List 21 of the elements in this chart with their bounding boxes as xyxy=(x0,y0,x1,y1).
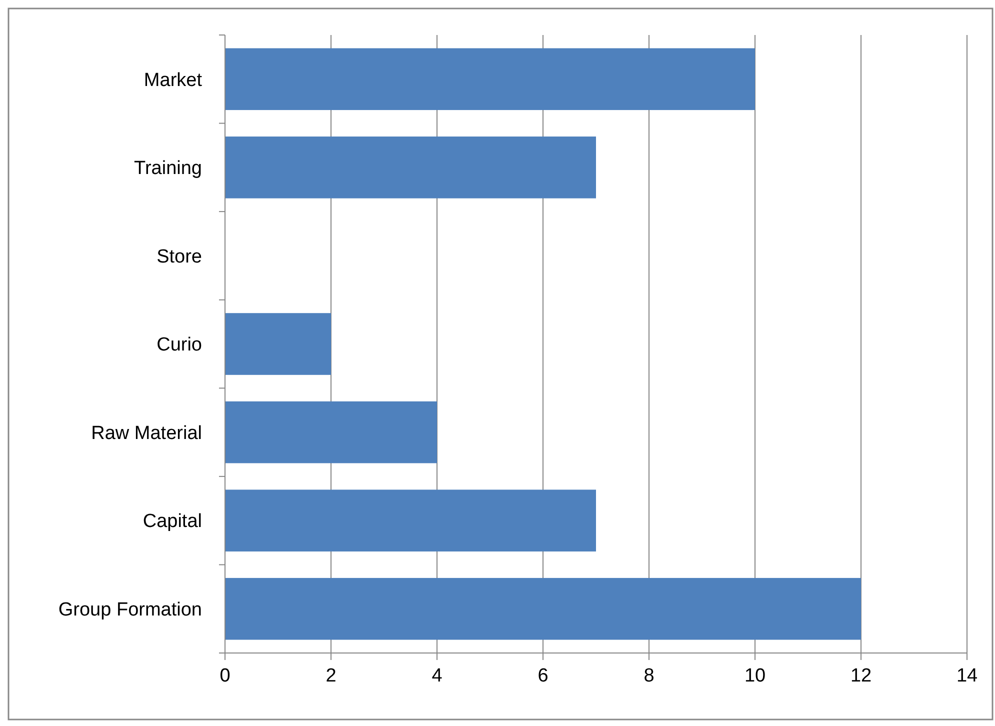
y-tick-label: Curio xyxy=(156,334,202,356)
y-tick-label: Raw Material xyxy=(91,422,202,444)
x-tick-label: 4 xyxy=(432,665,443,686)
x-tick-label: 14 xyxy=(956,665,978,686)
y-tick-label: Group Formation xyxy=(58,600,202,621)
x-tick-label: 10 xyxy=(744,665,766,686)
bar xyxy=(225,401,437,464)
x-tick-label: 0 xyxy=(220,665,230,686)
bar xyxy=(225,48,755,110)
bar xyxy=(225,313,331,375)
x-tick-label: 12 xyxy=(850,665,872,686)
bar xyxy=(225,136,596,198)
x-tick-label: 2 xyxy=(326,665,336,686)
x-tick-label: 8 xyxy=(644,665,654,686)
y-tick-label: Capital xyxy=(142,511,202,532)
x-tick-label: 6 xyxy=(538,665,548,686)
y-tick-label: Market xyxy=(144,70,203,91)
y-tick-label: Store xyxy=(156,246,202,268)
bar xyxy=(225,490,596,552)
bar xyxy=(225,578,861,640)
y-tick-label: Training xyxy=(134,158,202,180)
